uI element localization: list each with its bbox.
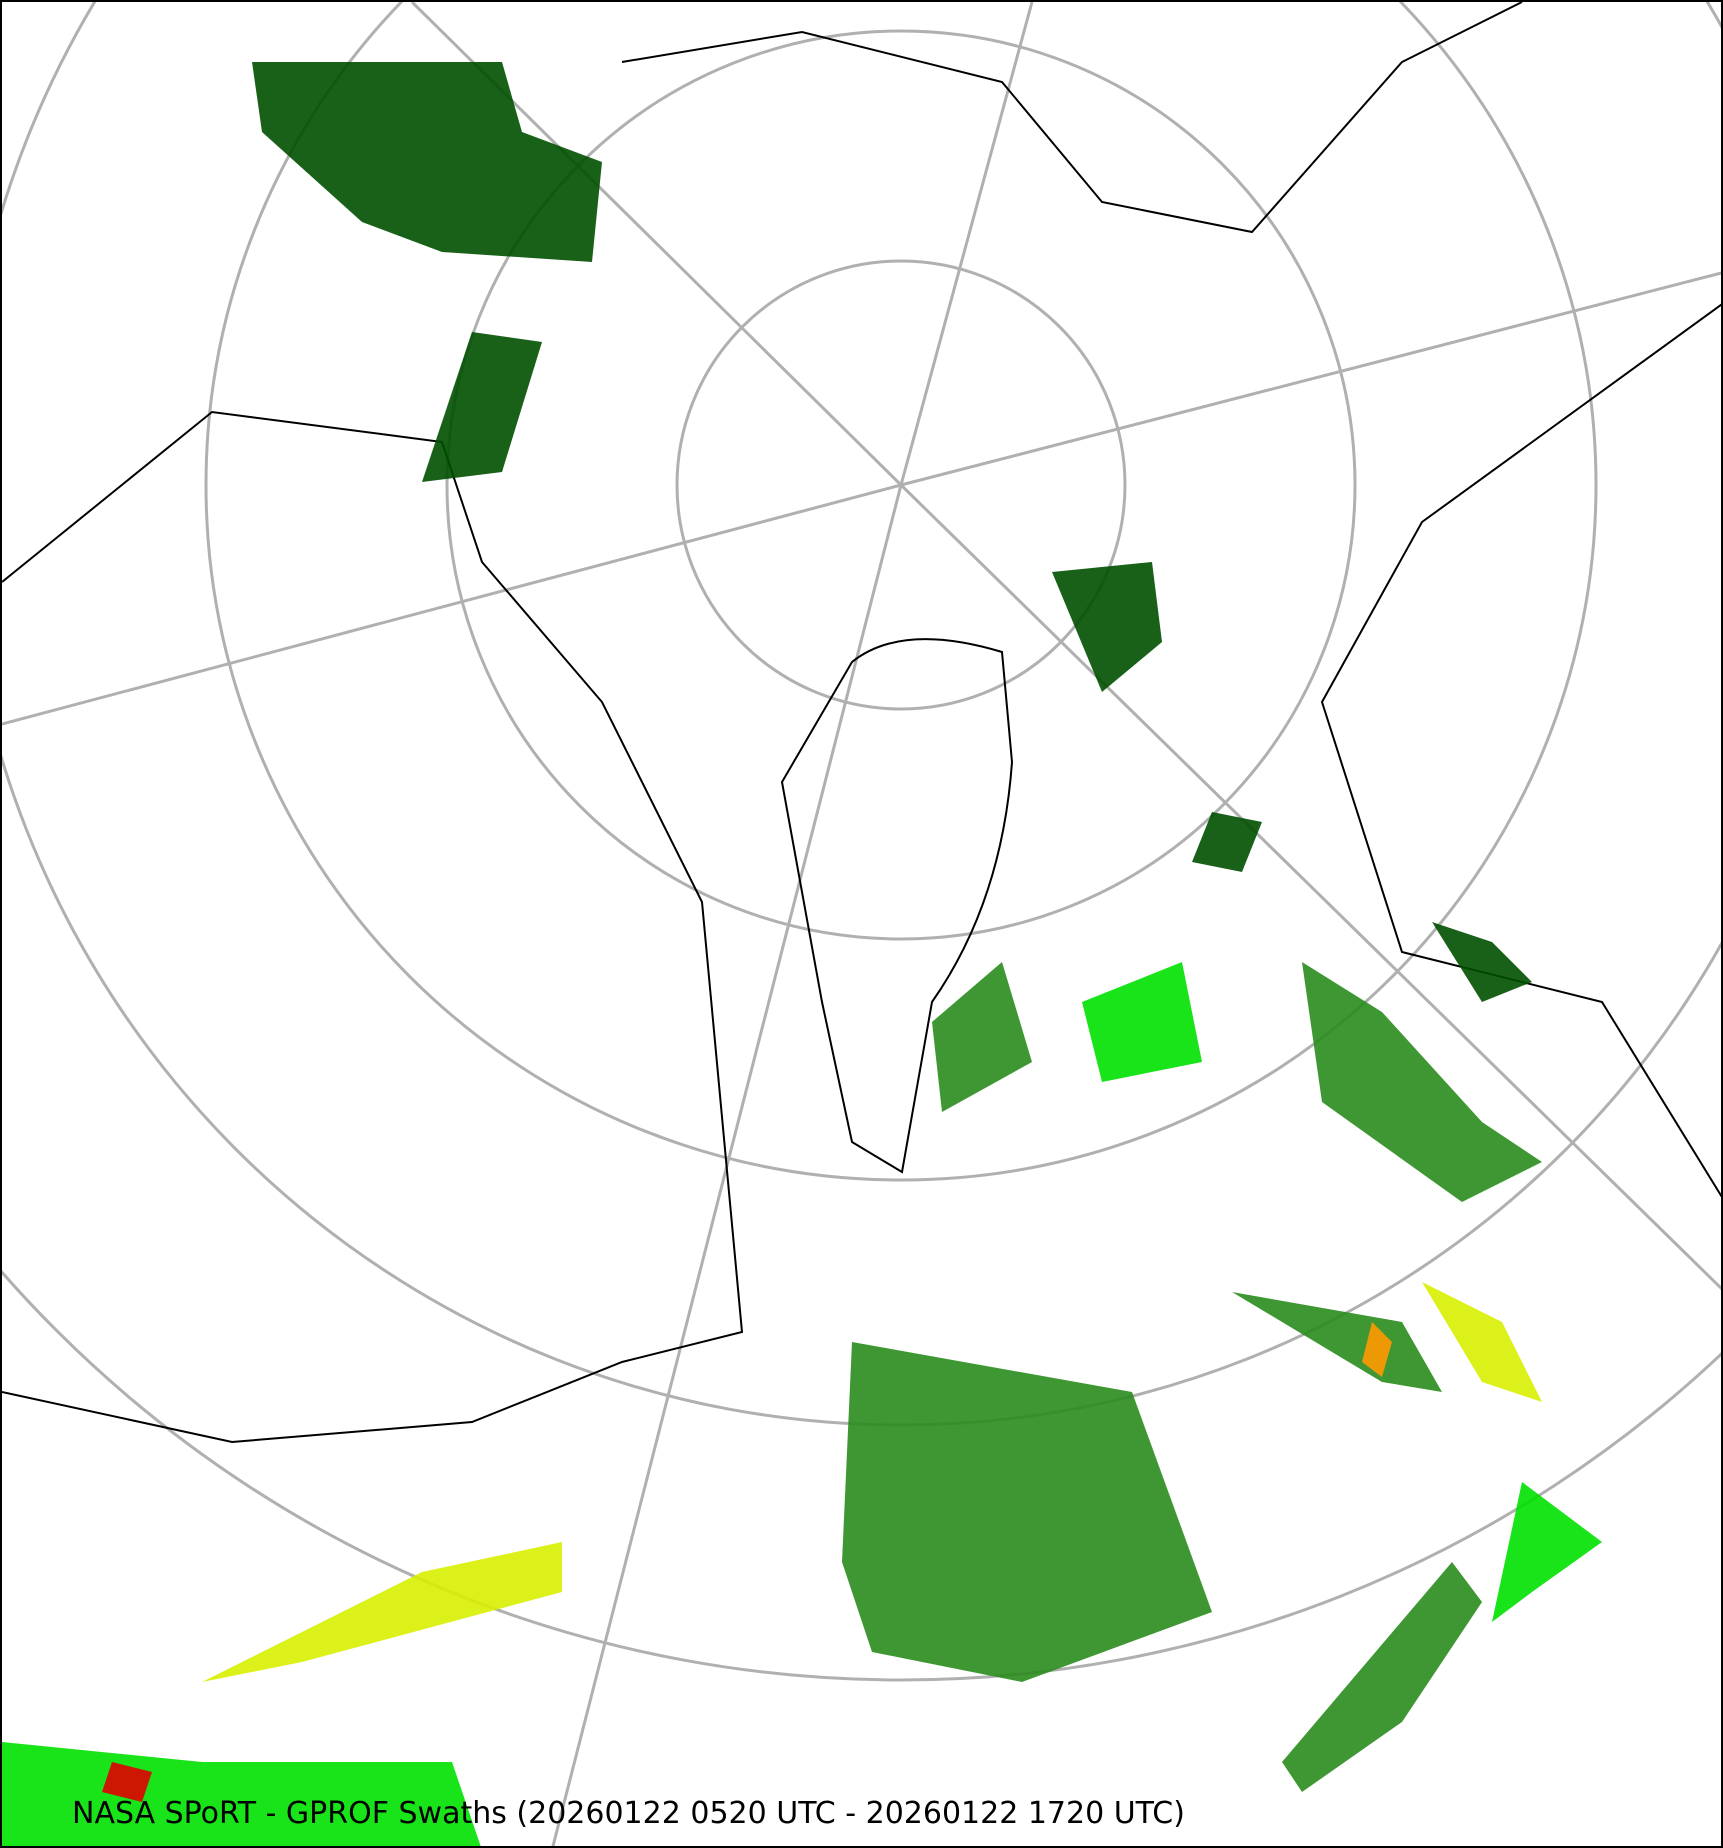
precipitation-area: [2, 1742, 481, 1846]
precipitation-area: [252, 62, 602, 262]
latitude-circle: [2, 1269, 1721, 1682]
precipitation-swaths: [2, 62, 1602, 1846]
precipitation-area: [1232, 1292, 1442, 1392]
north-america-outline: [2, 410, 744, 1444]
greenland-outline: [780, 638, 1014, 1174]
precipitation-area: [1362, 1322, 1392, 1377]
precipitation-area: [1052, 562, 1162, 692]
siberia-outline: [621, 2, 1523, 234]
latitude-circle: [675, 259, 1127, 711]
precipitation-area: [422, 332, 542, 482]
precipitation-area: [202, 1542, 562, 1682]
coastlines: [2, 2, 1721, 1444]
precipitation-area: [932, 962, 1032, 1112]
latitude-circle: [445, 29, 1357, 941]
latitude-circle: [204, 2, 1598, 1182]
precipitation-area: [102, 1762, 152, 1802]
precipitation-area: [1282, 1562, 1482, 1792]
meridian-line: [899, 2, 1034, 486]
precipitation-area: [1082, 962, 1202, 1082]
precipitation-area: [1192, 812, 1262, 872]
precipitation-area: [1432, 922, 1532, 1002]
precipitation-area: [1492, 1482, 1602, 1622]
map-caption: NASA SPoRT - GPROF Swaths (20260122 0520…: [72, 1796, 1185, 1831]
precipitation-area: [842, 1342, 1212, 1682]
precipitation-area: [1422, 1282, 1542, 1402]
meridian-line: [899, 483, 1721, 1291]
eurasia-outline: [1320, 303, 1721, 1198]
precipitation-area: [1302, 962, 1542, 1202]
meridian-line: [900, 271, 1721, 487]
meridian-line: [2, 483, 902, 726]
